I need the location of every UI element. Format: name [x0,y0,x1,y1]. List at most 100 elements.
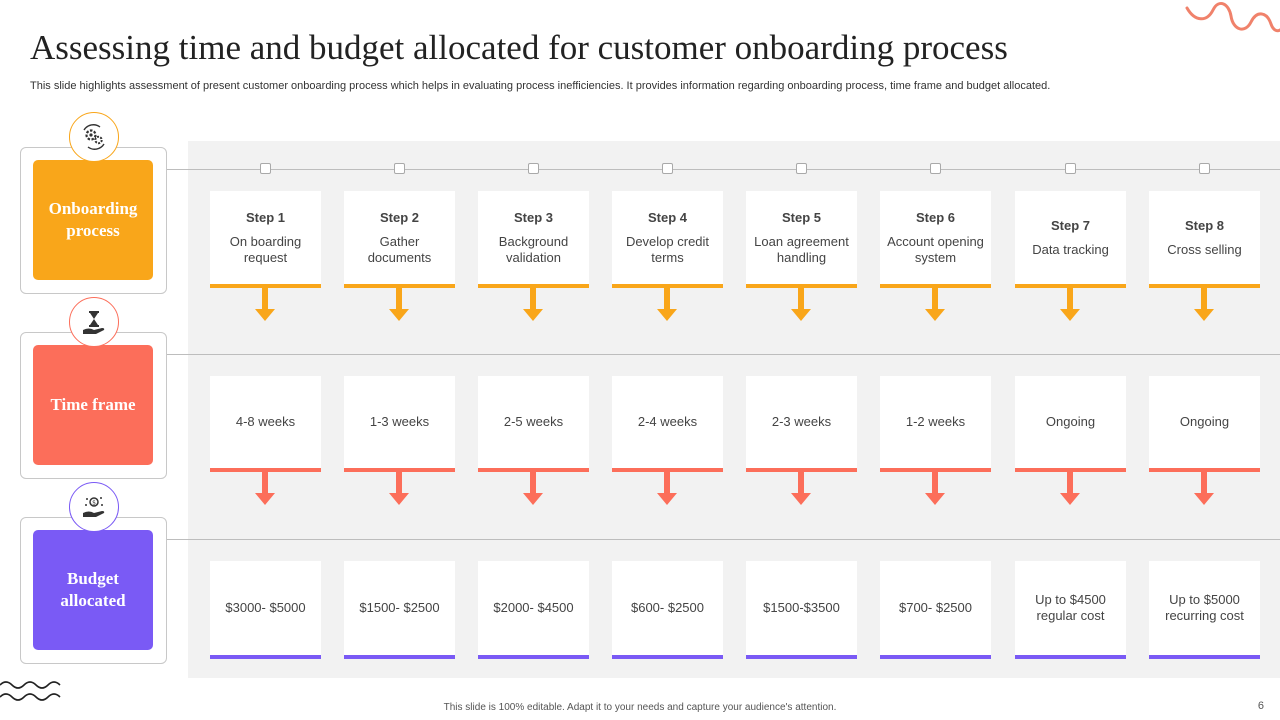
budget-value: $600- $2500 [630,600,704,615]
timeline-node [662,163,673,174]
row-label-timeframe: Time frame [20,297,167,479]
card-underline [344,284,455,288]
budget-card: $600- $2500 [612,561,723,655]
down-arrow-icon [255,471,275,505]
step-number: Step 4 [647,209,687,225]
card-underline [746,468,857,472]
budget-card: $2000- $4500 [478,561,589,655]
down-arrow-icon [255,287,275,321]
down-arrow-icon [523,287,543,321]
svg-text:$: $ [92,500,96,507]
step-number: Step 6 [915,209,955,225]
down-arrow-icon [1194,471,1214,505]
card-underline [1015,655,1126,659]
card-underline [612,655,723,659]
timeline-node [528,163,539,174]
card-underline [478,655,589,659]
timeframe-card: 4-8 weeks [210,376,321,468]
step-number: Step 7 [1050,217,1090,233]
row-divider-1 [167,354,1280,355]
step-number: Step 3 [513,209,553,225]
timeline-node [1199,163,1210,174]
card-underline [746,655,857,659]
card-underline [344,655,455,659]
timeframe-value: 1-2 weeks [905,414,966,429]
timeline-node [1065,163,1076,174]
card-underline [1149,468,1260,472]
budget-value: $1500-$3500 [763,600,840,615]
decorative-wave-icon [0,681,61,701]
timeframe-value: 2-3 weeks [771,414,832,429]
money-hand-icon: $ [69,482,119,532]
timeframe-value: Ongoing [1045,414,1096,429]
card-underline [478,468,589,472]
card-underline [344,468,455,472]
step-name: Loan agreement handling [754,233,849,265]
budget-value: $1500- $2500 [359,600,440,615]
slide-title: Assessing time and budget allocated for … [30,28,1008,67]
down-arrow-icon [657,471,677,505]
card-underline [1015,468,1126,472]
card-underline [1149,284,1260,288]
down-arrow-icon [1060,287,1080,321]
down-arrow-icon [1060,471,1080,505]
hourglass-hand-icon [69,297,119,347]
timeframe-value: 1-3 weeks [369,414,430,429]
step-card: Step 2 Gather documents [344,191,455,284]
down-arrow-icon [523,471,543,505]
timeframe-card: 2-5 weeks [478,376,589,468]
row-label-onboarding: Onboarding process [20,112,167,294]
step-number: Step 5 [781,209,821,225]
footer-note: This slide is 100% editable. Adapt it to… [443,702,837,713]
timeframe-value: 2-4 weeks [637,414,698,429]
down-arrow-icon [389,471,409,505]
down-arrow-icon [389,287,409,321]
budget-value: Up to $4500 regular cost [1035,592,1106,623]
budget-value: $2000- $4500 [493,600,574,615]
timeframe-card: Ongoing [1015,376,1126,468]
card-underline [612,284,723,288]
down-arrow-icon [791,287,811,321]
budget-card: Up to $5000 recurring cost [1149,561,1260,655]
step-card: Step 6 Account opening system [880,191,991,284]
budget-card: $1500-$3500 [746,561,857,655]
step-card: Step 4 Develop credit terms [612,191,723,284]
budget-allocated-label: Budget allocated [33,530,153,650]
budget-card: $700- $2500 [880,561,991,655]
timeline-line [167,169,1280,170]
budget-value: $3000- $5000 [225,600,306,615]
timeframe-card: 1-3 weeks [344,376,455,468]
card-underline [612,468,723,472]
step-card: Step 3 Background validation [478,191,589,284]
step-name: Gather documents [367,233,432,265]
timeline-node [260,163,271,174]
card-underline [1015,284,1126,288]
step-card: Step 1 On boarding request [210,191,321,284]
budget-value: Up to $5000 recurring cost [1165,592,1244,623]
step-name: Account opening system [887,233,984,265]
budget-card: $1500- $2500 [344,561,455,655]
down-arrow-icon [791,471,811,505]
timeframe-value: 4-8 weeks [235,414,296,429]
step-name: Develop credit terms [625,233,710,265]
card-underline [478,284,589,288]
timeframe-value: 2-5 weeks [503,414,564,429]
step-card: Step 8 Cross selling [1149,191,1260,284]
down-arrow-icon [657,287,677,321]
card-underline [210,655,321,659]
timeframe-card: 2-4 weeks [612,376,723,468]
decorative-squiggle-icon [1185,1,1280,33]
down-arrow-icon [1194,287,1214,321]
timeline-node [796,163,807,174]
card-underline [210,284,321,288]
step-card: Step 5 Loan agreement handling [746,191,857,284]
step-name: On boarding request [229,233,302,265]
row-label-budget: Budget allocated $ [20,482,167,664]
step-name: Cross selling [1167,241,1242,257]
step-card: Step 7 Data tracking [1015,191,1126,284]
time-frame-label: Time frame [33,345,153,465]
slide-subtitle: This slide highlights assessment of pres… [30,80,1051,92]
card-underline [880,655,991,659]
card-underline [210,468,321,472]
timeframe-value: Ongoing [1179,414,1230,429]
